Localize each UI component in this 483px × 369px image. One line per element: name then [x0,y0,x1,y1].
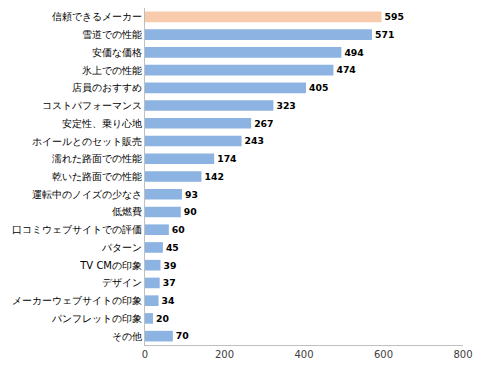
svg-text:37: 37 [163,277,176,288]
svg-text:142: 142 [204,171,223,182]
svg-text:コストパフォーマンス: コストパフォーマンス [42,100,142,111]
svg-text:店員のおすすめ: 店員のおすすめ [72,82,142,93]
svg-text:氷上での性能: 氷上での性能 [82,65,142,76]
svg-text:90: 90 [184,206,197,217]
svg-text:494: 494 [344,47,364,58]
svg-text:パターン: パターン [101,242,142,253]
svg-text:405: 405 [309,82,328,93]
svg-text:低燃費: 低燃費 [112,206,142,217]
svg-text:0: 0 [142,349,148,360]
svg-text:メーカーウェブサイトの印象: メーカーウェブサイトの印象 [12,295,142,306]
svg-text:60: 60 [172,224,185,235]
svg-text:運転中のノイズの少なさ: 運転中のノイズの少なさ [32,189,142,200]
svg-text:信頼できるメーカー: 信頼できるメーカー [52,11,142,22]
svg-text:雪道での性能: 雪道での性能 [82,29,142,40]
svg-text:安定性、乗り心地: 安定性、乗り心地 [62,118,142,129]
svg-text:34: 34 [162,295,175,306]
svg-text:ホイールとのセット販売: ホイールとのセット販売 [32,136,142,147]
svg-text:20: 20 [156,313,169,324]
svg-text:濡れた路面での性能: 濡れた路面での性能 [52,153,142,164]
svg-text:600: 600 [374,349,393,360]
svg-text:174: 174 [217,153,237,164]
svg-text:323: 323 [276,100,295,111]
svg-text:39: 39 [164,260,177,271]
svg-text:200: 200 [215,349,234,360]
svg-text:93: 93 [185,189,198,200]
svg-text:デザイン: デザイン [102,277,142,288]
svg-text:安価な価格: 安価な価格 [92,47,142,58]
svg-text:口コミウェブサイトでの評価: 口コミウェブサイトでの評価 [12,224,142,235]
svg-text:267: 267 [254,118,273,129]
svg-text:TV CMの印象: TV CMの印象 [79,260,142,271]
svg-text:243: 243 [245,135,264,146]
svg-text:パンフレットの印象: パンフレットの印象 [51,313,142,324]
svg-text:70: 70 [176,330,189,341]
svg-text:400: 400 [294,349,313,360]
svg-text:595: 595 [385,11,404,22]
svg-text:45: 45 [166,242,179,253]
svg-text:571: 571 [375,29,394,40]
svg-text:474: 474 [336,64,356,75]
svg-text:800: 800 [453,349,472,360]
svg-text:その他: その他 [112,331,142,342]
svg-text:乾いた路面での性能: 乾いた路面での性能 [52,171,142,182]
